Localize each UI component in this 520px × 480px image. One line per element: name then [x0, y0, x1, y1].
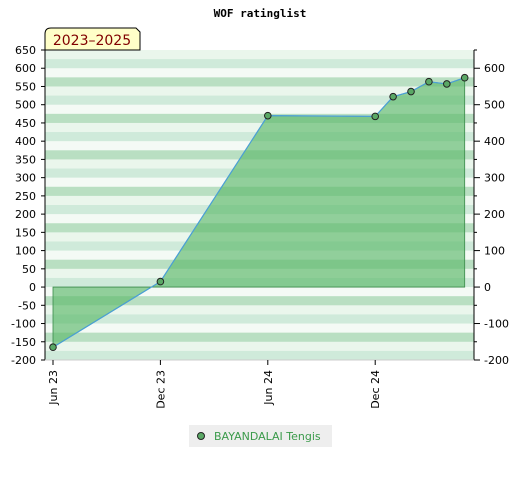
- x-axis-ticks: Jun 23 Dec 23 Jun 24 Dec 24: [47, 360, 382, 409]
- left-tick-label: 50: [22, 263, 36, 276]
- period-badge: 2023–2025: [44, 27, 141, 51]
- left-tick-label: 250: [15, 190, 36, 203]
- background-band: [45, 296, 474, 306]
- left-tick-label: 300: [15, 172, 36, 185]
- left-tick-label: 500: [15, 99, 36, 112]
- right-tick-label: 0: [484, 281, 491, 294]
- left-tick-label: -200: [11, 354, 36, 367]
- background-band: [45, 86, 474, 97]
- data-point: [156, 277, 165, 286]
- period-badge-label: 2023–2025: [53, 33, 131, 49]
- background-band: [45, 95, 474, 106]
- right-tick-label: 200: [484, 208, 505, 221]
- right-tick-label: 400: [484, 135, 505, 148]
- background-band: [45, 287, 474, 297]
- right-tick-label: 500: [484, 99, 505, 112]
- left-tick-label: 550: [15, 80, 36, 93]
- background-band: [45, 332, 474, 343]
- right-tick-label: -100: [484, 318, 509, 331]
- data-point: [407, 87, 415, 96]
- background-band: [45, 68, 474, 78]
- left-tick-label: 400: [15, 135, 36, 148]
- left-tick-label: -50: [18, 299, 36, 312]
- left-tick-label: 650: [15, 44, 36, 57]
- chart-title: WOF ratinglist: [214, 7, 307, 20]
- left-tick-label: 600: [15, 62, 36, 75]
- data-point: [49, 343, 57, 352]
- background-band: [45, 350, 474, 361]
- data-point: [264, 111, 272, 120]
- background-band: [45, 305, 474, 315]
- left-tick-label: 450: [15, 117, 36, 130]
- data-point: [371, 112, 380, 121]
- background-band: [45, 323, 474, 334]
- background-band: [45, 104, 474, 115]
- background-band: [45, 314, 474, 325]
- left-tick-label: 350: [15, 153, 36, 166]
- data-point: [443, 80, 451, 88]
- left-tick-label: 150: [15, 226, 36, 239]
- right-axis-ticks: 600 500 400 300 200 100 0 -100 -200: [474, 49, 509, 367]
- left-tick-label: -150: [11, 336, 36, 349]
- data-markers: [49, 73, 469, 352]
- x-tick-label: Jun 24: [262, 370, 275, 406]
- right-tick-label: -200: [484, 354, 509, 367]
- x-tick-label: Dec 23: [154, 370, 167, 409]
- right-tick-label: 100: [484, 245, 505, 258]
- data-point: [389, 92, 397, 101]
- left-tick-label: 0: [29, 281, 36, 294]
- right-tick-label: 600: [484, 62, 505, 75]
- left-tick-label: 200: [15, 208, 36, 221]
- data-point: [425, 77, 433, 86]
- background-band: [45, 50, 474, 60]
- legend: BAYANDALAI Tengis: [189, 425, 332, 447]
- background-band: [45, 59, 474, 69]
- x-tick-label: Jun 23: [47, 370, 60, 406]
- legend-marker: [197, 432, 205, 440]
- background-band: [45, 113, 474, 124]
- background-band: [45, 341, 474, 352]
- right-tick-label: 300: [484, 172, 505, 185]
- left-axis-ticks: 650600550500450400350300250200150100500-…: [11, 44, 45, 367]
- legend-series-name: BAYANDALAI Tengis: [214, 430, 321, 443]
- background-band: [45, 77, 474, 87]
- left-tick-label: 100: [15, 245, 36, 258]
- data-point: [460, 73, 469, 82]
- left-tick-label: -100: [11, 318, 36, 331]
- axes: [44, 50, 475, 361]
- x-tick-label: Dec 24: [369, 370, 382, 409]
